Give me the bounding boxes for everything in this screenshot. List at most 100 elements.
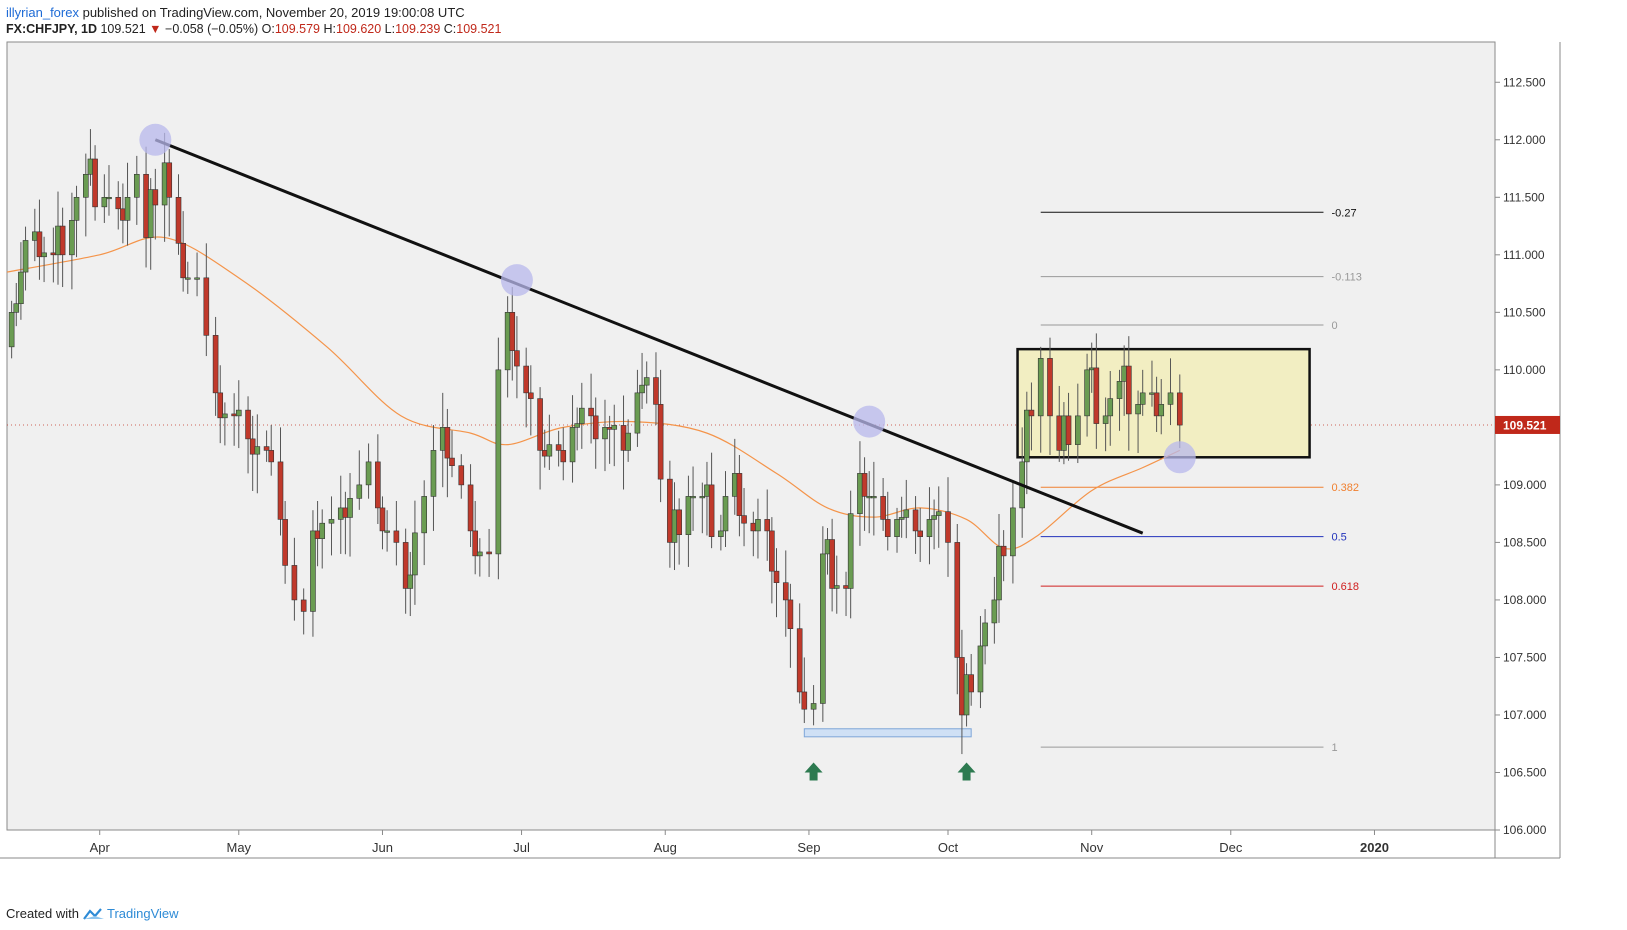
candle-up <box>347 498 353 518</box>
publish-info: published on TradingView.com, November 2… <box>78 5 465 20</box>
candle-down <box>263 446 270 451</box>
candle-up <box>477 551 483 557</box>
price-tick-label: 108.000 <box>1503 593 1547 607</box>
time-tick-label: Apr <box>90 840 111 855</box>
close-label: C: <box>443 22 457 36</box>
candle-down <box>954 542 961 658</box>
candle-up <box>222 413 228 419</box>
candle-up <box>1116 381 1123 399</box>
candle-up <box>439 427 446 451</box>
candle-up <box>235 409 242 417</box>
candle-up <box>22 240 29 273</box>
candle-up <box>1075 415 1081 445</box>
time-tick-label: Jul <box>513 840 530 855</box>
candle-down <box>787 599 794 629</box>
candle-up <box>407 574 414 589</box>
candle-down <box>1065 415 1072 445</box>
candle-up <box>1135 404 1141 415</box>
price-tick-label: 106.500 <box>1503 765 1547 779</box>
touch-point-circle <box>139 123 172 156</box>
candle-up <box>871 496 877 499</box>
candle-up <box>625 432 631 451</box>
candle-up <box>574 423 580 428</box>
candle-up <box>704 484 710 497</box>
price-tick-label: 111.000 <box>1503 248 1545 262</box>
candle-up <box>824 539 831 555</box>
candle-up <box>1024 409 1030 463</box>
candle-down <box>314 530 321 539</box>
candle-up <box>254 446 261 455</box>
candle-down <box>231 413 237 417</box>
candle-down <box>50 252 57 256</box>
candle-down <box>917 530 923 537</box>
candle-down <box>36 231 43 258</box>
fib-level-label: 0.5 <box>1331 532 1346 544</box>
candle-up <box>690 496 696 499</box>
candle-up <box>847 513 854 589</box>
fib-level-label: -0.27 <box>1331 207 1356 219</box>
candle-up <box>894 519 900 537</box>
author-link[interactable]: illyrian_forex <box>6 5 79 20</box>
touch-point-circle <box>1163 441 1196 474</box>
candle-up <box>124 196 131 221</box>
candle-down <box>620 425 627 451</box>
candle-down <box>773 570 780 583</box>
candle-down <box>342 507 349 518</box>
last-price-tag-label: 109.521 <box>1503 418 1547 432</box>
price-tick-label: 110.500 <box>1503 305 1546 319</box>
candle-down <box>528 392 534 399</box>
candle-up <box>1010 507 1016 557</box>
footer: Created with TradingView <box>6 906 179 921</box>
symbol-label: FX:CHFJPY, 1D <box>6 22 97 36</box>
candle-up <box>1084 369 1090 417</box>
price-tick-label: 108.500 <box>1503 535 1547 549</box>
candle-up <box>602 427 608 440</box>
fib-level-label: 0.382 <box>1331 482 1359 494</box>
time-tick-label: Jun <box>372 840 393 855</box>
low-label: L: <box>384 22 396 36</box>
change-down-icon: ▼ <box>149 22 162 36</box>
candle-up <box>611 425 618 430</box>
candle-down <box>1093 367 1100 424</box>
candle-down <box>843 585 849 589</box>
candle-up <box>963 674 970 716</box>
publish-line: illyrian_forex published on TradingView.… <box>6 4 501 21</box>
candle-down <box>555 444 562 451</box>
open-value: 109.579 <box>274 22 321 36</box>
moving-average-line <box>6 236 1181 550</box>
candle-down <box>880 496 886 520</box>
candle-up <box>820 553 826 704</box>
candle-down <box>444 427 451 459</box>
time-tick-label: Sep <box>797 840 820 855</box>
price-tick-label: 111.500 <box>1503 190 1545 204</box>
candle-up <box>69 220 75 256</box>
candle-up <box>184 277 191 280</box>
candle-down <box>291 565 298 601</box>
candle-up <box>569 427 576 463</box>
candle-up <box>87 158 94 175</box>
candle-down <box>486 551 492 555</box>
candle-up <box>194 277 200 280</box>
candle-down <box>653 377 659 405</box>
candle-up <box>1158 404 1165 417</box>
candle-up <box>32 231 38 241</box>
candle-up <box>579 407 585 424</box>
trendline <box>154 138 1144 535</box>
price-tick-label: 110.000 <box>1503 363 1546 377</box>
candle-up <box>1102 415 1109 424</box>
candle-up <box>55 225 61 256</box>
high-label: H: <box>323 22 337 36</box>
price-tick-label: 109.000 <box>1503 478 1547 492</box>
tradingview-brand[interactable]: TradingView <box>106 906 179 921</box>
candle-down <box>514 350 520 367</box>
ohlc-line: FX:CHFJPY, 1D 109.521 ▼ −0.058 (−0.05%) … <box>6 21 501 38</box>
candle-up <box>931 515 937 520</box>
candle-down <box>393 530 400 543</box>
open-label: O: <box>261 22 275 36</box>
candle-down <box>375 461 381 509</box>
candle-up <box>384 530 390 533</box>
candle-up <box>982 622 988 647</box>
candle-down <box>968 674 974 693</box>
candle-up <box>1121 365 1127 382</box>
